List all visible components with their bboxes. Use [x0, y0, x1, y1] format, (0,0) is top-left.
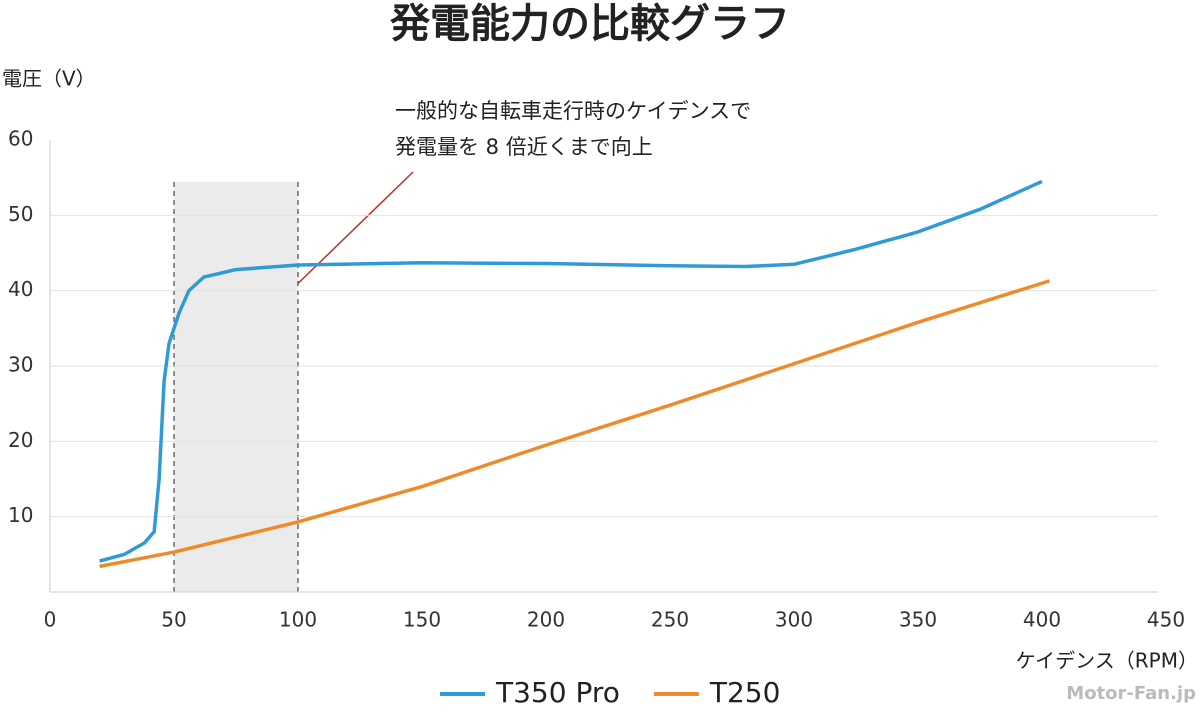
y-tick-label: 60: [8, 127, 33, 151]
legend-label: T250: [709, 676, 781, 709]
y-tick-label: 10: [8, 503, 33, 527]
x-tick-label: 300: [775, 608, 813, 632]
y-tick-label: 50: [8, 202, 33, 226]
series-line: [99, 179, 1043, 563]
series-line: [99, 279, 1050, 569]
x-axis-label: ケイデンス（RPM）: [1016, 649, 1198, 673]
y-axis-label: 電圧（V）: [2, 67, 96, 91]
x-tick-label: 250: [651, 608, 689, 632]
x-tick-label: 450: [1147, 608, 1185, 632]
x-tick-label: 50: [161, 608, 186, 632]
x-tick-label: 150: [403, 608, 441, 632]
highlight-band: [174, 182, 298, 592]
legend: T350 Pro T250: [440, 676, 780, 709]
x-tick-label: 350: [899, 608, 937, 632]
x-tick-label: 400: [1023, 608, 1061, 632]
watermark: Motor-Fan.jp: [1066, 683, 1196, 704]
chart-title: 発電能力の比較グラフ: [390, 1, 790, 47]
legend-label: T350 Pro: [495, 676, 620, 709]
annotation: 一般的な自転車走行時のケイデンスで: [395, 99, 751, 123]
annotation: 発電量を 8 倍近くまで向上: [395, 135, 653, 159]
y-tick-label: 40: [8, 277, 33, 301]
x-tick-label: 200: [527, 608, 565, 632]
y-tick-label: 30: [8, 353, 33, 377]
x-tick-label: 100: [279, 608, 317, 632]
y-tick-label: 20: [8, 428, 33, 452]
x-tick-label: 0: [44, 608, 57, 632]
